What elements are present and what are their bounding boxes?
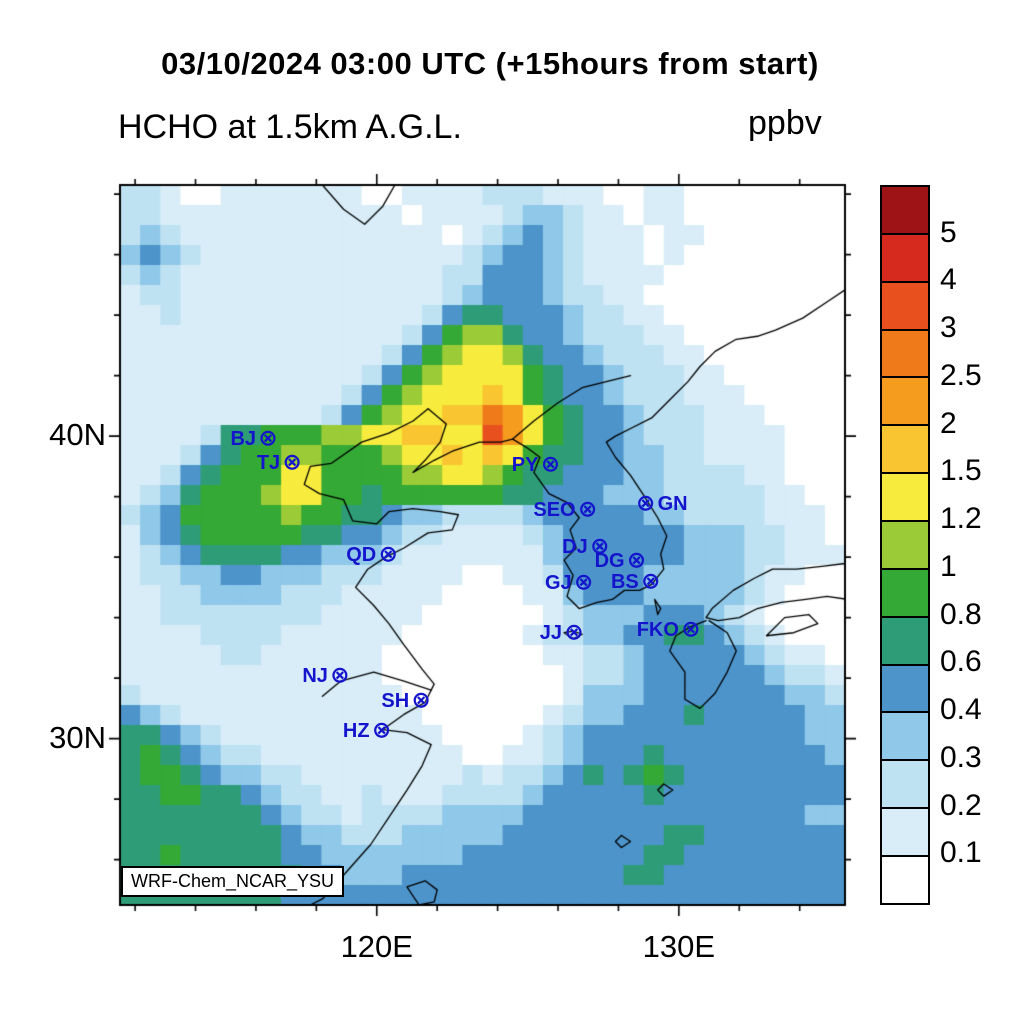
units-label: ppbv — [748, 104, 822, 142]
station-label-bs: BS — [610, 570, 639, 593]
station-label-fko: FKO — [636, 619, 679, 641]
colorbar-tick-label: 1 — [940, 549, 957, 583]
x-axis-tick-label-120e: 120E — [340, 929, 413, 964]
station-label-dj: DJ — [562, 535, 588, 558]
colorbar-segment — [882, 426, 928, 475]
station-label-py: PY — [511, 454, 539, 477]
station-label-gn: GN — [657, 493, 688, 516]
colorbar-tick-label: 2 — [940, 406, 957, 440]
colorbar-segment — [882, 330, 928, 379]
station-label-sh: SH — [381, 690, 410, 713]
colorbar — [880, 185, 930, 905]
station-label-bj: BJ — [230, 428, 257, 451]
station-marker-icon: ⊗ — [282, 448, 302, 475]
y-axis-tick-label-40n: 40N — [49, 417, 106, 453]
station-marker-icon: ⊗ — [590, 532, 610, 559]
colorbar-segment — [882, 857, 928, 903]
colorbar-segment — [882, 474, 928, 523]
colorbar-segment — [882, 282, 928, 331]
colorbar-tick-labels: 5 4 3 2.5 2 1.5 1.2 1 0.8 0.6 0.4 0.3 0.2 0.1 — [940, 185, 1020, 901]
station-marker-icon: ⊗ — [411, 686, 431, 713]
colorbar-segment — [882, 234, 928, 283]
station-label-dg: DG — [594, 550, 625, 573]
station-marker-icon: ⊗ — [641, 567, 661, 594]
station-marker-icon: ⊗ — [681, 615, 701, 642]
colorbar-tick-label: 0.8 — [940, 597, 982, 631]
station-marker-icon: ⊗ — [258, 424, 278, 451]
station-marker-icon: ⊗ — [540, 451, 561, 478]
station-marker-icon: ⊗ — [564, 618, 584, 645]
colorbar-tick-label: 0.4 — [940, 693, 982, 727]
colorbar-tick-label: 1.5 — [940, 454, 982, 488]
colorbar-segment — [882, 665, 928, 714]
station-label-tj: TJ — [256, 451, 281, 474]
station-marker-icon: ⊗ — [574, 568, 594, 595]
colorbar-segment — [882, 378, 928, 427]
station-marker-icon: ⊗ — [330, 661, 350, 688]
station-label-gj: GJ — [545, 571, 572, 594]
colorbar-segment — [882, 522, 928, 570]
colorbar-tick-label: 2.5 — [940, 358, 982, 392]
station-marker-icon: ⊗ — [371, 716, 392, 743]
station-label-hz: HZ — [342, 720, 370, 743]
y-axis-tick-label-30n: 30N — [49, 719, 106, 755]
station-label-seo: SEO — [533, 498, 576, 521]
colorbar-segment — [882, 809, 928, 858]
figure-title: 03/10/2024 03:00 UTC (+15hours from star… — [161, 46, 819, 81]
colorbar-segment — [882, 617, 928, 666]
station-label-jj: JJ — [539, 621, 563, 644]
colorbar-tick-label: 0.2 — [940, 788, 982, 822]
colorbar-segment — [882, 713, 928, 762]
station-marker-icon: ⊗ — [577, 495, 598, 522]
station-label-qd: QD — [346, 543, 377, 566]
colorbar-tick-label: 0.3 — [940, 740, 982, 774]
x-axis-tick-label-130e: 130E — [642, 929, 716, 964]
station-marker-icon: ⊗ — [378, 540, 398, 567]
station-marker-icon: ⊗ — [626, 546, 647, 573]
colorbar-tick-label: 3 — [940, 311, 957, 345]
station-label-nj: NJ — [302, 665, 328, 688]
colorbar-segment — [882, 569, 928, 618]
station-marker-icon: ⊗ — [635, 489, 656, 516]
colorbar-segment — [882, 187, 928, 235]
colorbar-tick-label: 4 — [940, 263, 957, 297]
colorbar-segment — [882, 761, 928, 810]
model-watermark: WRF-Chem_NCAR_YSU — [121, 866, 345, 897]
variable-subtitle: HCHO at 1.5km A.G.L. — [118, 108, 462, 146]
colorbar-tick-label: 0.6 — [940, 645, 982, 679]
colorbar-tick-label: 5 — [940, 215, 957, 249]
colorbar-tick-label: 0.1 — [940, 836, 982, 870]
colorbar-tick-label: 1.2 — [940, 502, 982, 536]
